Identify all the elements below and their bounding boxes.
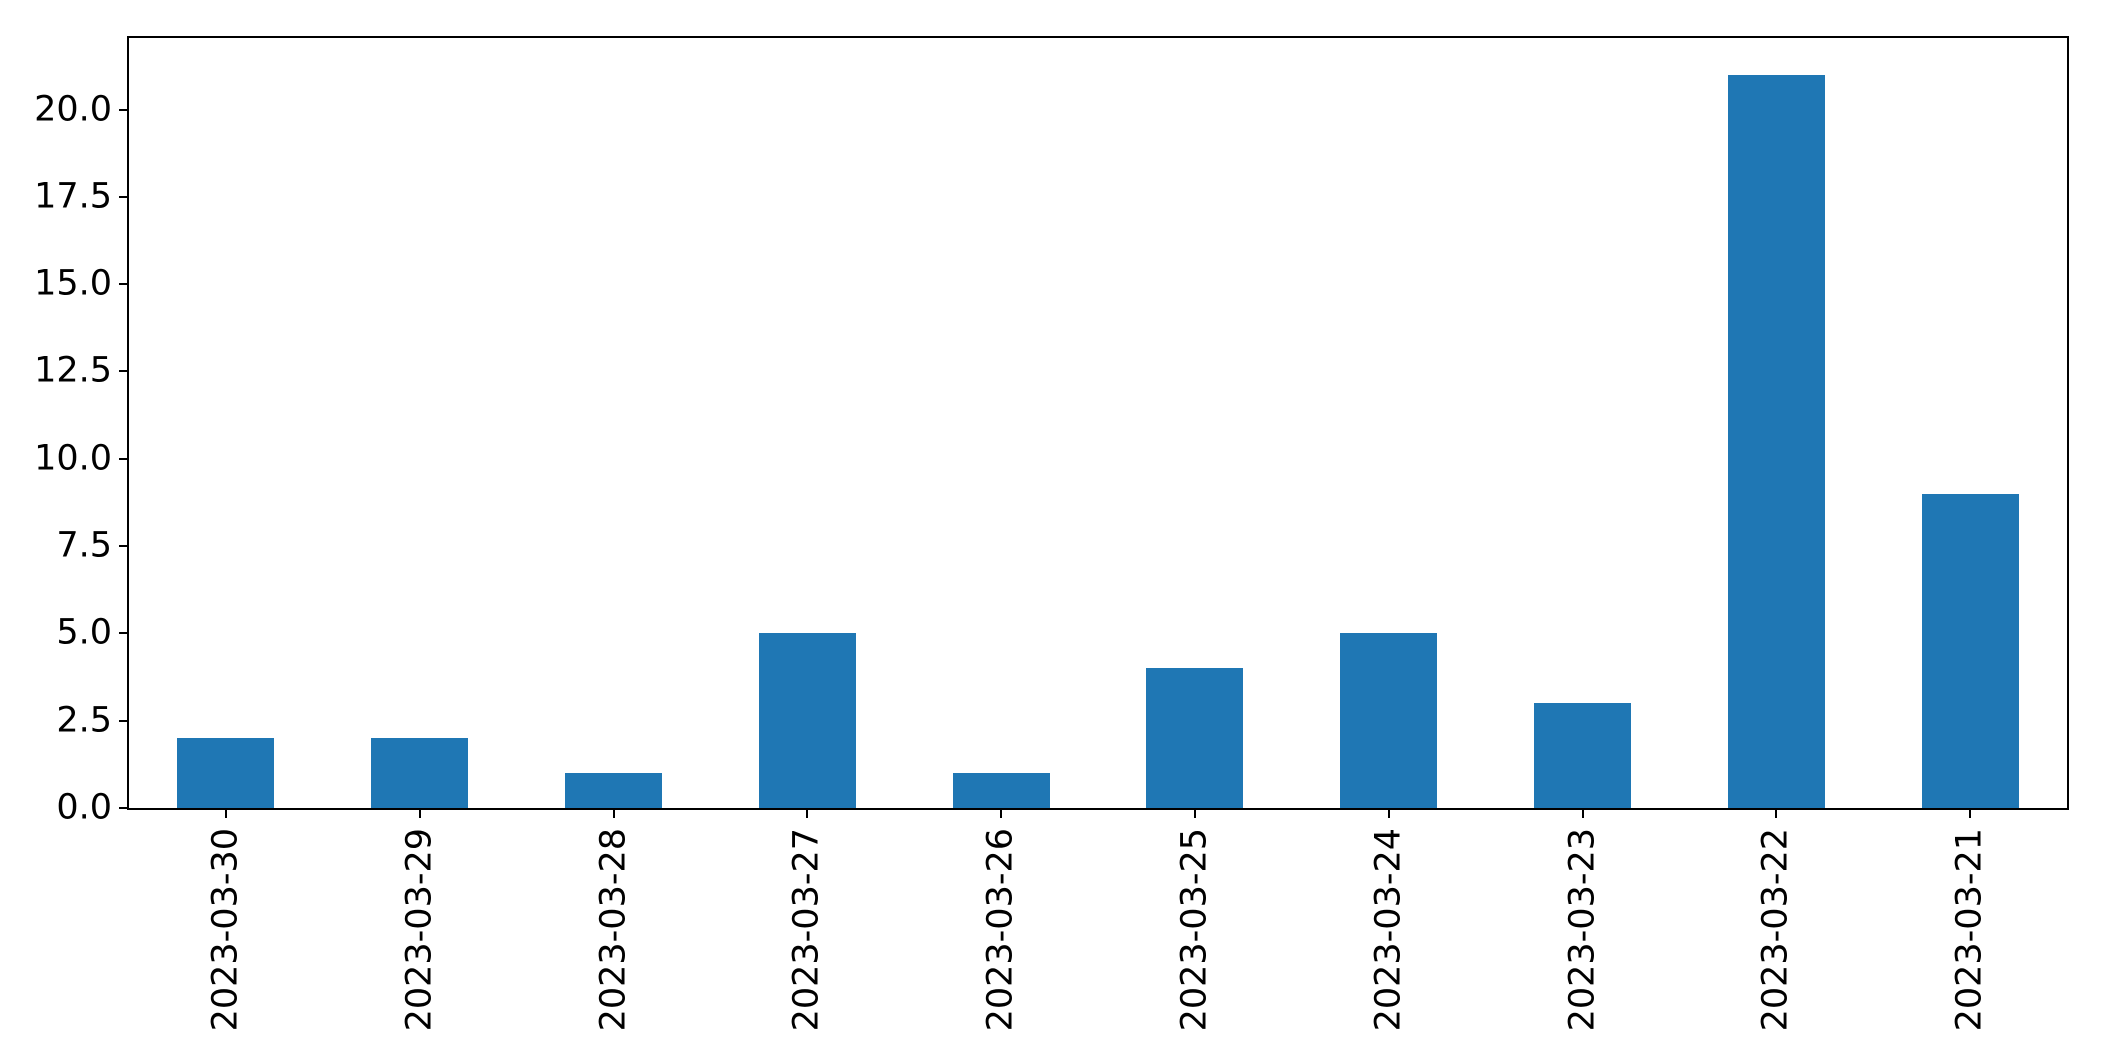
y-tick-mark <box>119 108 129 111</box>
x-tick-label-wrap: 2023-03-25 <box>1174 828 1215 1035</box>
x-tick-label-wrap: 2023-03-29 <box>399 828 440 1035</box>
bar <box>1146 668 1244 808</box>
x-tick-mark <box>1193 808 1196 818</box>
y-tick-label: 10.0 <box>34 438 112 479</box>
x-tick-label: 2023-03-25 <box>1174 828 1215 1032</box>
x-tick-mark <box>224 808 227 818</box>
bar <box>177 738 275 808</box>
y-tick-label: 15.0 <box>34 263 112 304</box>
x-tick-mark <box>1581 808 1584 818</box>
y-tick-label: 7.5 <box>56 525 112 566</box>
x-tick-mark <box>1000 808 1003 818</box>
x-tick-label-wrap: 2023-03-30 <box>205 828 246 1035</box>
x-tick-label-wrap: 2023-03-21 <box>1949 828 1990 1035</box>
x-tick-label: 2023-03-24 <box>1368 828 1409 1032</box>
x-tick-mark <box>806 808 809 818</box>
x-tick-label-wrap: 2023-03-22 <box>1755 828 1796 1035</box>
y-tick-mark <box>119 195 129 198</box>
bar <box>758 633 856 808</box>
bar <box>371 738 469 808</box>
y-tick-label: 12.5 <box>34 350 112 391</box>
bar <box>952 773 1050 808</box>
x-tick-label-wrap: 2023-03-24 <box>1368 828 1409 1035</box>
y-tick-mark <box>119 283 129 286</box>
y-tick-label: 5.0 <box>56 612 112 653</box>
bar <box>1340 633 1438 808</box>
x-tick-label-wrap: 2023-03-23 <box>1562 828 1602 1035</box>
x-tick-label: 2023-03-21 <box>1949 828 1990 1032</box>
x-tick-mark <box>612 808 615 818</box>
x-tick-mark <box>1387 808 1390 818</box>
y-tick-label: 20.0 <box>34 89 112 130</box>
y-tick-mark <box>119 807 129 809</box>
x-tick-label: 2023-03-26 <box>980 828 1021 1032</box>
x-tick-label: 2023-03-22 <box>1755 828 1796 1032</box>
y-tick-mark <box>119 632 129 635</box>
x-tick-label: 2023-03-27 <box>786 828 827 1032</box>
x-tick-mark <box>1775 808 1778 818</box>
y-tick-mark <box>119 457 129 460</box>
y-tick-label: 0.0 <box>56 787 112 828</box>
y-tick-mark <box>119 370 129 373</box>
x-tick-label: 2023-03-29 <box>399 828 440 1032</box>
x-tick-label: 2023-03-28 <box>593 828 633 1032</box>
y-tick-label: 17.5 <box>34 176 112 217</box>
bar <box>1727 74 1825 808</box>
x-tick-label: 2023-03-23 <box>1562 828 1602 1032</box>
y-tick-mark <box>119 719 129 722</box>
x-tick-label: 2023-03-30 <box>205 828 246 1032</box>
y-tick-label: 2.5 <box>56 700 112 741</box>
y-tick-mark <box>119 545 129 548</box>
bar <box>1921 493 2019 808</box>
bar <box>1534 703 1631 808</box>
x-tick-label-wrap: 2023-03-26 <box>980 828 1021 1035</box>
bar <box>565 773 662 808</box>
x-tick-mark <box>418 808 421 818</box>
x-tick-mark <box>1969 808 1972 818</box>
x-tick-label-wrap: 2023-03-27 <box>786 828 827 1035</box>
plot-area <box>127 36 2069 810</box>
x-tick-label-wrap: 2023-03-28 <box>593 828 633 1035</box>
